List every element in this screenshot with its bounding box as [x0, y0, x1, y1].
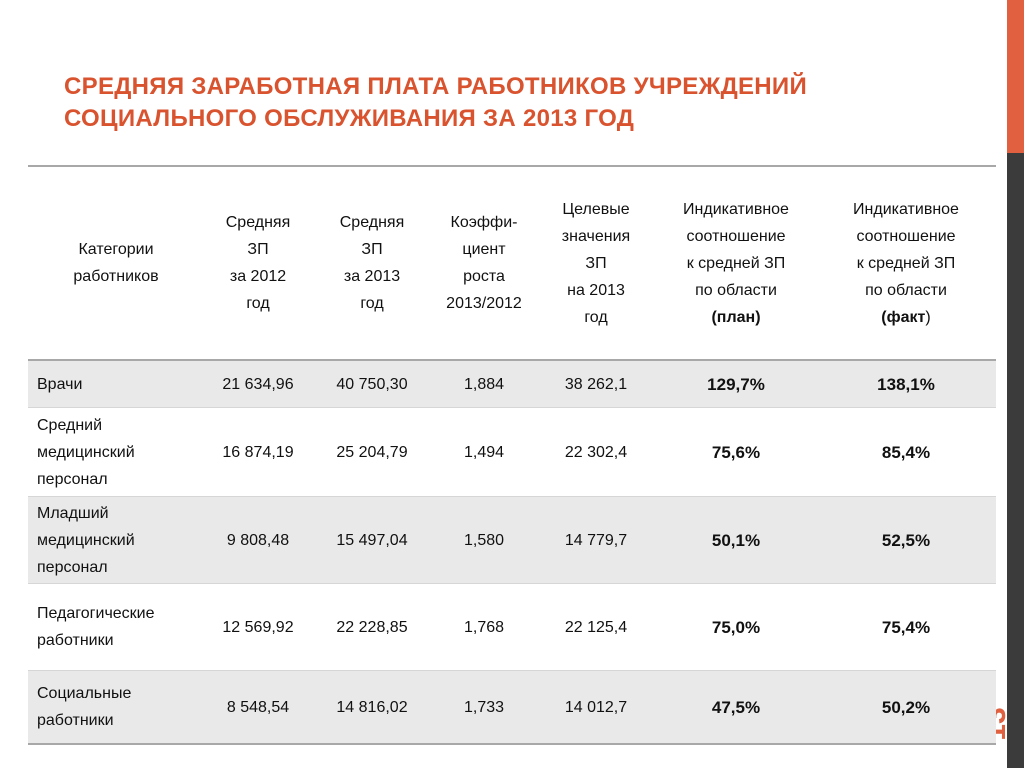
table-row: Педагогические работники 12 569,92 22 22…	[28, 584, 996, 671]
cell-avg-2012: 21 634,96	[204, 360, 312, 408]
cell-avg-2012: 16 874,19	[222, 443, 294, 461]
table-row: Социальные работники 8 548,54 14 816,02 …	[28, 670, 996, 744]
header-ratio-fact: Индикативное соотношение к средней ЗП по…	[853, 200, 959, 326]
cell-ratio-plan: 47,5%	[656, 670, 816, 744]
row-category: Врачи	[28, 360, 204, 408]
slide-title: СРЕДНЯЯ ЗАРАБОТНАЯ ПЛАТА РАБОТНИКОВ УЧРЕ…	[64, 71, 964, 135]
cell-growth-coef: 1,733	[432, 670, 536, 744]
slide-title-line-1: СРЕДНЯЯ ЗАРАБОТНАЯ ПЛАТА РАБОТНИКОВ УЧРЕ…	[64, 73, 808, 100]
cell-target-2013: 22 302,4	[564, 443, 628, 461]
cell-target-2013: 14 012,7	[536, 670, 656, 744]
cell-ratio-fact: 75,4%	[881, 617, 931, 637]
header-growth-coef: Коэффи- циент роста 2013/2012	[446, 214, 522, 312]
table-header-row: Категории работников Средняя ЗП за 2012 …	[28, 167, 996, 360]
header-avg-2013: Средняя ЗП за 2013 год	[339, 214, 405, 312]
cell-ratio-plan: 75,0%	[711, 617, 761, 637]
cell-ratio-fact: 50,2%	[816, 670, 996, 744]
cell-avg-2013: 15 497,04	[312, 496, 432, 584]
cell-avg-2013: 14 816,02	[312, 670, 432, 744]
cell-ratio-fact: 138,1%	[816, 360, 996, 408]
row-category: Младший медицинский персонал	[28, 496, 204, 584]
cell-ratio-fact: 85,4%	[881, 442, 931, 462]
header-category: Категории работников	[73, 241, 159, 285]
header-target-2013: Целевые значения ЗП на 2013 год	[561, 200, 631, 326]
header-avg-2012: Средняя ЗП за 2012 год	[225, 214, 291, 312]
cell-target-2013: 38 262,1	[536, 360, 656, 408]
slide-title-line-2: СОЦИАЛЬНОГО ОБСЛУЖИВАНИЯ ЗА 2013 ГОД	[64, 105, 635, 132]
salary-table: Категории работников Средняя ЗП за 2012 …	[28, 167, 996, 745]
cell-ratio-plan: 75,6%	[711, 442, 761, 462]
cell-growth-coef: 1,768	[463, 618, 505, 636]
row-category: Социальные работники	[28, 670, 204, 744]
cell-avg-2013: 22 228,85	[336, 618, 408, 636]
table-row: Средний медицинский персонал 16 874,19 2…	[28, 408, 996, 497]
cell-avg-2012: 12 569,92	[222, 618, 294, 636]
cell-avg-2013: 40 750,30	[312, 360, 432, 408]
cell-target-2013: 22 125,4	[564, 618, 628, 636]
accent-bar-orange	[1007, 0, 1024, 153]
cell-target-2013: 14 779,7	[536, 496, 656, 584]
cell-ratio-plan: 50,1%	[656, 496, 816, 584]
cell-ratio-fact: 52,5%	[816, 496, 996, 584]
salary-table-container: Категории работников Средняя ЗП за 2012 …	[28, 165, 996, 745]
table-row: Врачи 21 634,96 40 750,30 1,884 38 262,1…	[28, 360, 996, 408]
accent-bar-dark	[1007, 153, 1024, 768]
cell-growth-coef: 1,580	[432, 496, 536, 584]
header-ratio-plan: Индикативное соотношение к средней ЗП по…	[683, 200, 789, 326]
table-row: Младший медицинский персонал 9 808,48 15…	[28, 496, 996, 584]
cell-avg-2012: 9 808,48	[204, 496, 312, 584]
cell-avg-2013: 25 204,79	[336, 443, 408, 461]
cell-growth-coef: 1,884	[432, 360, 536, 408]
cell-ratio-plan: 129,7%	[656, 360, 816, 408]
row-category: Средний медицинский персонал	[37, 416, 135, 488]
cell-avg-2012: 8 548,54	[204, 670, 312, 744]
row-category: Педагогические работники	[37, 605, 155, 649]
cell-growth-coef: 1,494	[463, 443, 505, 461]
